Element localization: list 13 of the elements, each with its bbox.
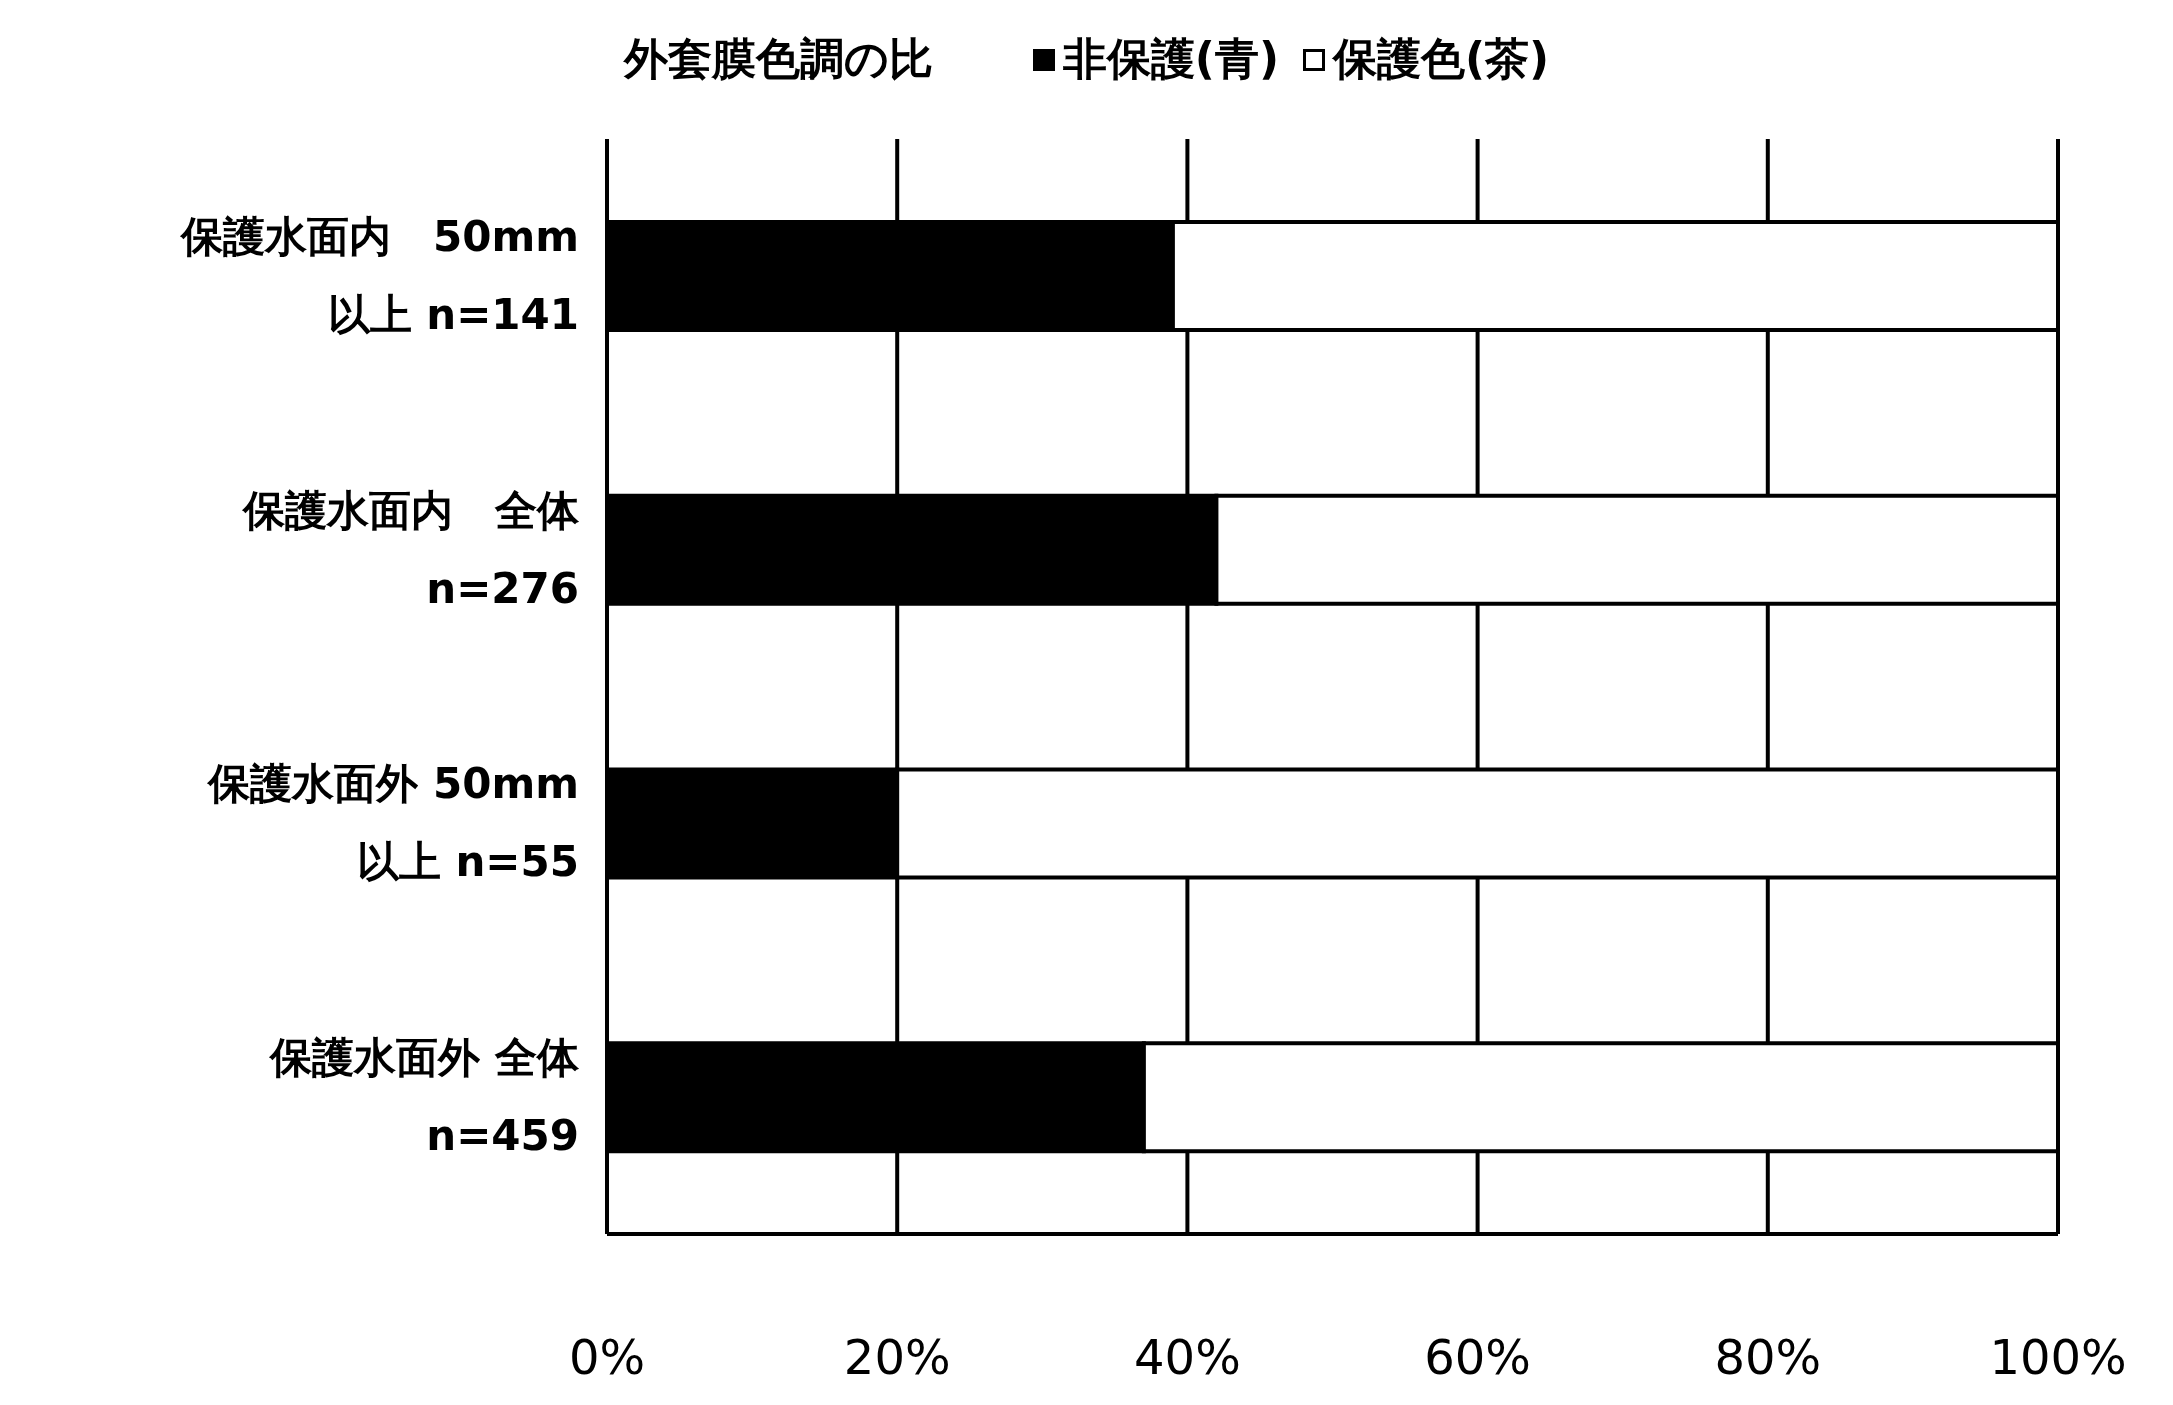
y-tick-label: 保護水面外 全体 n=459	[268, 1033, 580, 1161]
x-tick-label: 0%	[568, 1329, 646, 1386]
legend-label: 非保護(青)	[1062, 32, 1279, 86]
y-tick-label: 保護水面内 全体 n=276	[241, 485, 580, 613]
x-tick-label: 80%	[1714, 1329, 1822, 1386]
legend-label: 保護色(茶)	[1333, 32, 1550, 86]
y-tick-label: 保護水面外 50mm 以上 n=55	[206, 759, 579, 887]
x-tick-label: 60%	[1424, 1329, 1531, 1386]
chart-title: 外套膜色調の比	[623, 32, 933, 86]
x-tick-label: 40%	[1134, 1329, 1241, 1386]
y-tick-label: 保護水面内 50mm 以上 n=141	[179, 211, 579, 339]
x-tick-label: 100%	[1989, 1329, 2127, 1386]
x-tick-label: 20%	[843, 1329, 951, 1386]
